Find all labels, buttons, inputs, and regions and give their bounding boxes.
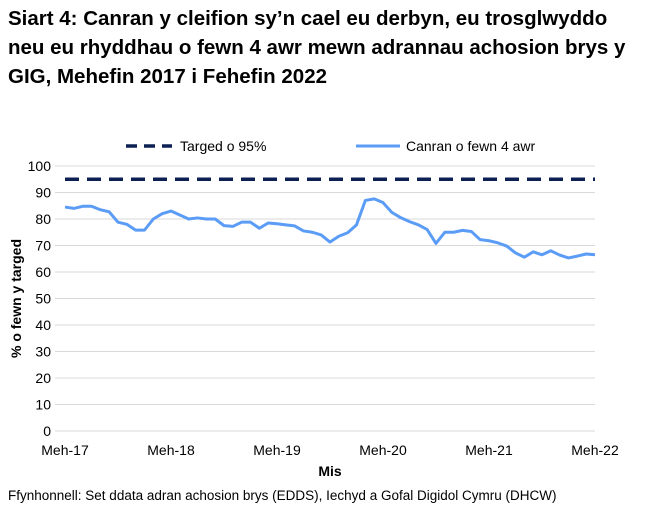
- y-tick-label: 30: [35, 344, 51, 360]
- y-tick-label: 0: [43, 423, 51, 439]
- y-tick-label: 10: [35, 397, 51, 413]
- x-tick-label: Meh-19: [253, 442, 301, 458]
- y-tick-label: 50: [35, 291, 51, 307]
- x-tick-label: Meh-17: [41, 442, 89, 458]
- y-axis-label: % o fewn y targed: [8, 239, 24, 358]
- y-tick-label: 70: [35, 238, 51, 254]
- chart-title: Siart 4: Canran y cleifion sy’n cael eu …: [8, 7, 626, 88]
- source-note: Ffynhonnell: Set ddata adran achosion br…: [8, 488, 557, 503]
- y-tick-label: 60: [35, 264, 51, 280]
- y-tick-label: 100: [28, 158, 52, 174]
- x-tick-label: Meh-18: [147, 442, 195, 458]
- legend-label-series: Canran o fewn 4 awr: [406, 138, 536, 154]
- y-tick-label: 20: [35, 370, 51, 386]
- x-axis-label: Mis: [318, 463, 342, 479]
- x-tick-label: Meh-20: [359, 442, 407, 458]
- x-tick-label: Meh-21: [465, 442, 513, 458]
- legend-label-target: Targed o 95%: [180, 138, 266, 154]
- y-tick-label: 40: [35, 317, 51, 333]
- y-tick-label: 80: [35, 211, 51, 227]
- x-tick-label: Meh-22: [571, 442, 619, 458]
- series-line: [64, 197, 596, 260]
- y-tick-label: 90: [35, 185, 51, 201]
